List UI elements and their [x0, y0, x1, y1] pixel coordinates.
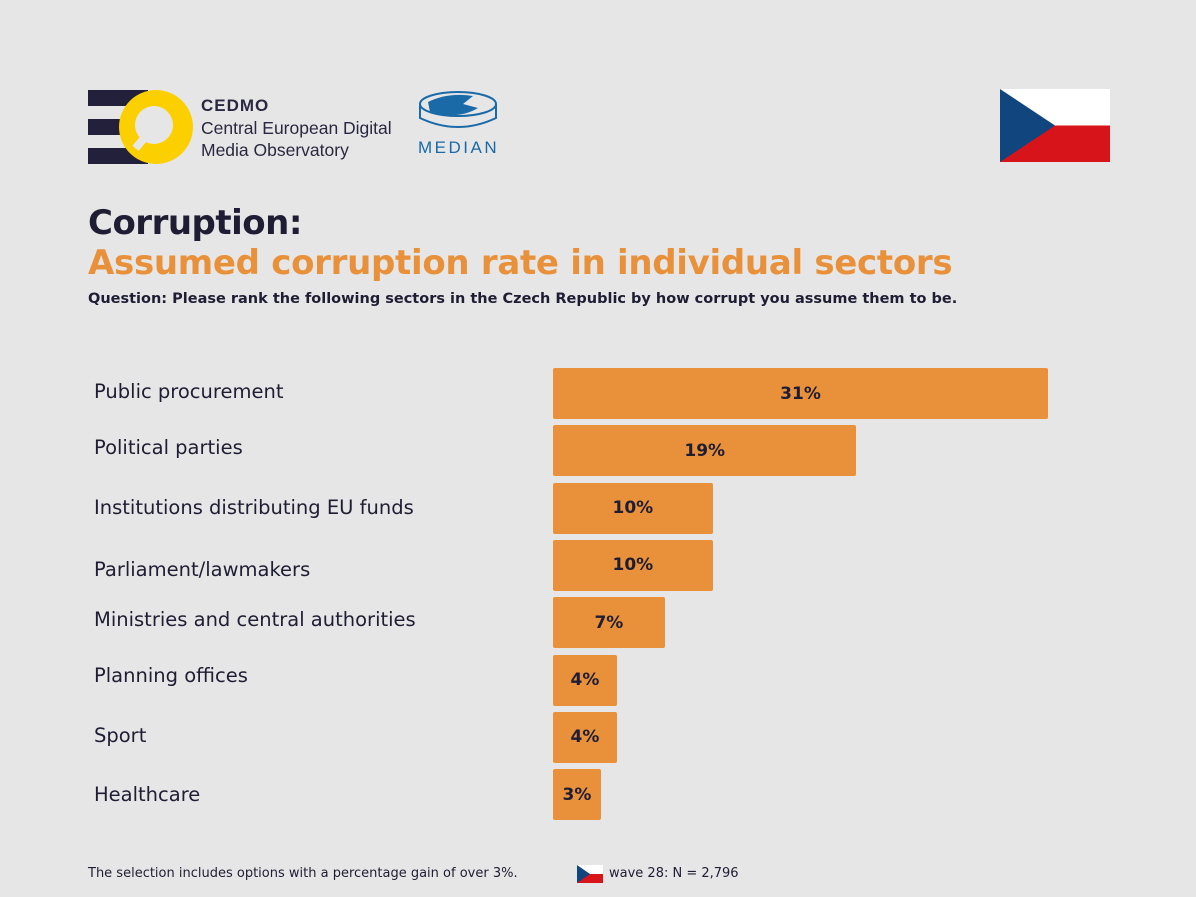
sample-info: wave 28: N = 2,796 — [609, 866, 739, 881]
data-label: 4% — [570, 670, 600, 690]
cedmo-line2: Media Observatory — [201, 140, 349, 160]
cedmo-line1: Central European Digital — [201, 118, 392, 138]
cedmo-name: CEDMO — [201, 96, 270, 115]
category-label: Ministries and central authorities — [94, 608, 416, 631]
survey-question: Question: Please rank the following sect… — [88, 291, 958, 307]
category-label: Institutions distributing EU funds — [94, 496, 414, 519]
bar: 10% — [553, 539, 713, 591]
czech-flag-small-icon — [577, 865, 603, 887]
data-label: 7% — [594, 612, 624, 633]
czech-flag-icon — [1000, 89, 1110, 166]
bar: 7% — [553, 597, 665, 649]
data-label: 19% — [684, 440, 726, 461]
category-label: Public procurement — [94, 380, 284, 403]
category-label: Healthcare — [94, 783, 201, 806]
cedmo-logo — [88, 90, 198, 165]
data-label: 10% — [612, 498, 654, 519]
bar: 10% — [553, 482, 713, 534]
cedmo-logo-text: CEDMO Central European Digital Media Obs… — [201, 94, 392, 161]
data-label: 3% — [562, 784, 592, 805]
bar: 4% — [553, 654, 617, 706]
median-logo-text: MEDIAN — [418, 138, 500, 157]
category-label: Political parties — [94, 436, 243, 459]
bar: 19% — [553, 425, 857, 477]
data-label: 4% — [570, 727, 600, 748]
bar: 3% — [553, 769, 601, 821]
category-label: Parliament/lawmakers — [94, 558, 311, 581]
bar: 31% — [553, 368, 1049, 419]
page-title: Corruption: — [88, 203, 302, 243]
page-subtitle: Assumed corruption rate in individual se… — [88, 243, 953, 283]
category-label: Planning offices — [94, 664, 248, 687]
data-label: 10% — [612, 555, 654, 576]
cedmo-logo-icon — [88, 90, 193, 164]
median-logo-icon — [418, 90, 498, 139]
data-label: 31% — [780, 383, 821, 404]
category-label: Sport — [94, 724, 147, 747]
bar: 4% — [553, 711, 617, 763]
footer-note: The selection includes options with a pe… — [88, 866, 518, 881]
